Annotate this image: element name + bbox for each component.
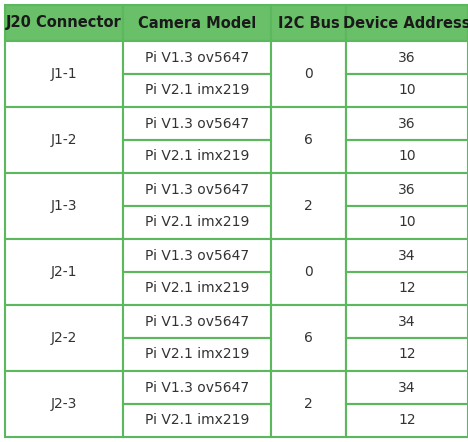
Bar (123, 239, 271, 272)
Bar (123, 371, 271, 404)
Bar (346, 107, 468, 140)
Bar (346, 41, 468, 74)
Text: 34: 34 (398, 381, 416, 395)
Bar (346, 338, 468, 371)
Text: 10: 10 (398, 216, 416, 229)
Bar (5, 173, 123, 239)
Text: Pi V1.3 ov5647: Pi V1.3 ov5647 (145, 248, 249, 263)
Text: J2-1: J2-1 (51, 265, 77, 279)
Text: Pi V1.3 ov5647: Pi V1.3 ov5647 (145, 117, 249, 130)
Text: J1-3: J1-3 (51, 199, 77, 213)
Text: Device Address: Device Address (343, 15, 468, 30)
Bar (5, 5, 123, 41)
Text: 10: 10 (398, 84, 416, 98)
Bar (123, 41, 271, 74)
Bar (346, 173, 468, 206)
Text: Pi V1.3 ov5647: Pi V1.3 ov5647 (145, 381, 249, 395)
Text: 0: 0 (304, 265, 313, 279)
Text: Pi V2.1 imx219: Pi V2.1 imx219 (145, 84, 249, 98)
Bar (346, 74, 468, 107)
Text: J1-1: J1-1 (51, 67, 77, 81)
Bar (123, 74, 271, 107)
Text: 36: 36 (398, 117, 416, 130)
Text: 2: 2 (304, 397, 313, 411)
Bar (123, 305, 271, 338)
Bar (123, 206, 271, 239)
Bar (346, 239, 468, 272)
Text: Pi V2.1 imx219: Pi V2.1 imx219 (145, 216, 249, 229)
Text: 34: 34 (398, 248, 416, 263)
Bar (271, 305, 346, 371)
Bar (123, 107, 271, 140)
Text: Pi V1.3 ov5647: Pi V1.3 ov5647 (145, 315, 249, 328)
Bar (5, 305, 123, 371)
Text: Pi V2.1 imx219: Pi V2.1 imx219 (145, 347, 249, 362)
Bar (5, 239, 123, 305)
Text: 36: 36 (398, 50, 416, 65)
Bar (271, 371, 346, 437)
Bar (346, 5, 468, 41)
Text: 34: 34 (398, 315, 416, 328)
Bar (123, 173, 271, 206)
Text: Pi V2.1 imx219: Pi V2.1 imx219 (145, 282, 249, 296)
Bar (271, 41, 346, 107)
Text: 0: 0 (304, 67, 313, 81)
Bar (123, 5, 271, 41)
Text: 10: 10 (398, 149, 416, 164)
Bar (123, 404, 271, 437)
Bar (271, 239, 346, 305)
Text: J20 Connector: J20 Connector (6, 15, 122, 30)
Text: 6: 6 (304, 331, 313, 345)
Bar (5, 371, 123, 437)
Text: J2-3: J2-3 (51, 397, 77, 411)
Bar (346, 272, 468, 305)
Text: I2C Bus: I2C Bus (278, 15, 339, 30)
Bar (346, 371, 468, 404)
Text: Pi V1.3 ov5647: Pi V1.3 ov5647 (145, 183, 249, 197)
Bar (123, 338, 271, 371)
Bar (346, 404, 468, 437)
Bar (5, 107, 123, 173)
Bar (346, 140, 468, 173)
Bar (346, 206, 468, 239)
Bar (271, 173, 346, 239)
Text: Pi V2.1 imx219: Pi V2.1 imx219 (145, 414, 249, 427)
Text: 36: 36 (398, 183, 416, 197)
Text: 12: 12 (398, 347, 416, 362)
Bar (5, 41, 123, 107)
Bar (123, 272, 271, 305)
Text: Camera Model: Camera Model (138, 15, 256, 30)
Bar (123, 140, 271, 173)
Text: 6: 6 (304, 133, 313, 147)
Text: Pi V1.3 ov5647: Pi V1.3 ov5647 (145, 50, 249, 65)
Text: Pi V2.1 imx219: Pi V2.1 imx219 (145, 149, 249, 164)
Bar (271, 5, 346, 41)
Text: J2-2: J2-2 (51, 331, 77, 345)
Text: 12: 12 (398, 282, 416, 296)
Text: 12: 12 (398, 414, 416, 427)
Bar (271, 107, 346, 173)
Text: J1-2: J1-2 (51, 133, 77, 147)
Text: 2: 2 (304, 199, 313, 213)
Bar (346, 305, 468, 338)
